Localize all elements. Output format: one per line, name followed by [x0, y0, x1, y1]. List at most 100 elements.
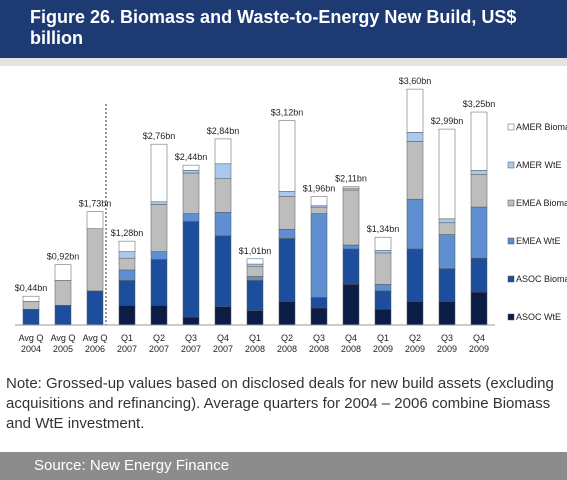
strip — [0, 58, 567, 66]
legend-label: ASOC Biomass — [516, 274, 567, 284]
bar-segment — [182, 172, 200, 214]
bar-segment — [438, 268, 456, 302]
x-tick-label: Q1 2008 — [245, 333, 265, 354]
bar-segment — [22, 309, 40, 326]
value-label: $1,28bn — [111, 228, 144, 238]
value-label: $2,11bn — [335, 174, 367, 184]
x-tick-line: 2004 — [21, 344, 41, 354]
value-label: $2,76bn — [143, 131, 176, 141]
legend-swatch — [507, 161, 515, 169]
bar-segment — [470, 170, 488, 175]
bar-segment — [438, 234, 456, 269]
x-tick-label: Avg Q 2004 — [19, 333, 44, 354]
bar-segment — [406, 88, 424, 133]
bar-segment — [278, 120, 296, 192]
bar-segment — [374, 290, 392, 310]
bar-segment — [406, 141, 424, 200]
value-label: $3,12bn — [271, 108, 304, 118]
x-tick-line: Q4 — [217, 333, 229, 343]
x-tick-line: 2007 — [213, 344, 233, 354]
x-tick-label: Q3 2007 — [181, 333, 201, 354]
bar-segment — [310, 206, 328, 214]
x-tick-line: Q2 — [281, 333, 293, 343]
x-tick-line: Q3 — [185, 333, 197, 343]
bar-segment — [54, 280, 72, 306]
x-tick-line: 2007 — [117, 344, 137, 354]
bar-segment — [342, 187, 360, 191]
bar-segment — [214, 306, 232, 326]
bar-segment — [470, 291, 488, 326]
x-tick-label: Q1 2007 — [117, 333, 137, 354]
bar-segment — [342, 284, 360, 326]
bar-segment — [438, 218, 456, 224]
legend-swatch — [507, 199, 515, 207]
bar-segment — [182, 164, 200, 171]
bar-segment — [118, 269, 136, 281]
x-tick-line: 2008 — [245, 344, 265, 354]
bar-segment — [150, 143, 168, 203]
x-tick-line: 2006 — [85, 344, 105, 354]
bar-segment — [214, 212, 232, 237]
bar-segment — [470, 111, 488, 171]
x-tick-line: 2008 — [277, 344, 297, 354]
bar-segment — [246, 310, 264, 326]
x-tick-line: 2008 — [341, 344, 361, 354]
source: Source: New Energy Finance — [34, 457, 230, 474]
bar-segment — [438, 222, 456, 235]
bar-segment — [278, 238, 296, 302]
x-tick-label: Q2 2008 — [277, 333, 297, 354]
x-tick-label: Avg Q 2005 — [51, 333, 76, 354]
value-label: $1,96bn — [303, 184, 336, 194]
x-tick-label: Q1 2009 — [373, 333, 393, 354]
x-tick-line: Avg Q — [83, 333, 108, 343]
x-tick-label: Q4 2009 — [469, 333, 489, 354]
value-label: $2,44bn — [175, 152, 208, 162]
bar-segment — [310, 307, 328, 326]
bar-segment — [278, 191, 296, 197]
bar-segment — [150, 204, 168, 252]
bar-segment — [278, 301, 296, 326]
x-tick-line: 2009 — [469, 344, 489, 354]
value-label: $1,34bn — [367, 224, 400, 234]
x-tick-line: 2005 — [53, 344, 73, 354]
x-tick-label: Q4 2007 — [213, 333, 233, 354]
bar-segment — [342, 189, 360, 246]
bar-segment — [86, 211, 104, 229]
bar-segment — [118, 305, 136, 326]
bar-segment — [438, 128, 456, 220]
value-label: $0,44bn — [15, 283, 48, 293]
bar-segment — [246, 263, 264, 267]
value-label: $1,73bn — [79, 199, 112, 209]
bar-segment — [118, 251, 136, 259]
bar-segment — [150, 305, 168, 326]
bar-segment — [182, 170, 200, 174]
x-tick-line: Q3 — [313, 333, 325, 343]
bar-segment — [150, 259, 168, 306]
bar-segment — [374, 309, 392, 326]
bar-segment — [406, 198, 424, 250]
x-tick-label: Q4 2008 — [341, 333, 361, 354]
bar-segment — [182, 316, 200, 326]
bar-segment — [278, 196, 296, 230]
bar-segment — [150, 201, 168, 205]
legend-label: EMEA WtE — [516, 236, 561, 246]
bar-segment — [86, 228, 104, 292]
bar-segment — [22, 295, 40, 302]
source-bar: Source: New Energy Finance — [0, 452, 567, 480]
x-tick-line: Q2 — [409, 333, 421, 343]
legend-swatch — [507, 123, 515, 131]
bar-segment — [150, 251, 168, 260]
bar-segment — [438, 301, 456, 326]
bar-segment — [118, 257, 136, 271]
bar-segment — [406, 301, 424, 326]
value-label: $2,99bn — [431, 116, 464, 126]
x-tick-label: Avg Q 2006 — [83, 333, 108, 354]
x-tick-line: Avg Q — [51, 333, 76, 343]
bar-segment — [182, 221, 200, 318]
x-tick-label: Q2 2009 — [405, 333, 425, 354]
legend-label: AMER Biomass — [516, 122, 567, 132]
bar-segment — [406, 248, 424, 302]
bar-segment — [246, 258, 264, 265]
x-tick-line: Q1 — [121, 333, 133, 343]
